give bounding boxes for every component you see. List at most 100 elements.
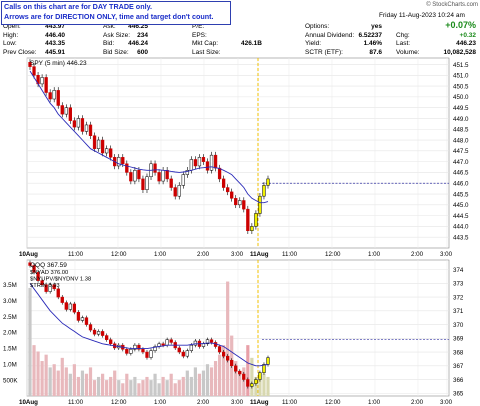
volume-bar [266, 376, 270, 396]
volume-bar [36, 351, 40, 396]
x-tick-label: 2:00 [411, 399, 424, 406]
volume-bar [113, 370, 117, 396]
y-tick-label: 445.0 [453, 202, 469, 209]
volume-bar [109, 376, 113, 396]
y-tick-label: 372 [453, 294, 464, 301]
volume-bar [121, 383, 125, 396]
candle-body [209, 339, 214, 343]
volume-bar [52, 364, 56, 396]
volume-bar [242, 367, 246, 396]
volume-bar [209, 367, 214, 396]
candle-body [68, 107, 72, 121]
volume-bar [258, 380, 262, 396]
candle-body [64, 107, 68, 115]
y-tick-label: 371 [453, 308, 464, 315]
candle-body [161, 170, 165, 182]
candle-body [76, 311, 81, 321]
x-tick-label: 11Aug [250, 399, 269, 406]
candle-body [32, 66, 36, 76]
volume-tick-label: 3.5M [3, 282, 17, 289]
y-tick-label: 451.0 [453, 73, 469, 80]
volume-bar [189, 376, 193, 396]
candle-body [129, 349, 133, 354]
volume-tick-label: 2.0M [3, 330, 17, 337]
candle-body [60, 296, 64, 303]
candle-body [226, 187, 230, 193]
y-tick-label: 366 [453, 377, 464, 384]
quote-label: Mkt Cap: [192, 40, 219, 47]
candle-body [197, 157, 202, 167]
y-tick-label: 370 [453, 322, 464, 329]
quote-label: Ask Size: [103, 31, 131, 39]
candle-body [72, 303, 77, 313]
candle-body [129, 172, 133, 182]
candle-body [242, 200, 246, 210]
quote-label: Last: [396, 40, 411, 47]
quote-label: Bid: [103, 40, 115, 47]
y-tick-label: 449.5 [453, 105, 469, 112]
volume-bar [68, 373, 72, 396]
x-tick-label: 2:00 [411, 251, 424, 258]
volume-bar [197, 373, 202, 396]
candle-body [258, 195, 262, 214]
candle-body [181, 351, 185, 357]
volume-bar [153, 373, 157, 396]
candle-body [250, 383, 254, 387]
brand-watermark: © StockCharts.com [426, 2, 478, 8]
candle-body [141, 178, 145, 190]
quote-label: Last Size: [192, 48, 221, 56]
x-tick-label: 10Aug [19, 399, 38, 406]
quote-label: Options: [305, 23, 330, 30]
chart-notice-box: Calls on this chart are for DAY TRADE on… [1, 1, 231, 25]
quote-label: EPS: [192, 31, 207, 39]
candle-body [205, 161, 210, 171]
candle-body [52, 284, 56, 290]
candle-body [193, 340, 198, 346]
candle-body [226, 355, 230, 361]
volume-bar [226, 281, 230, 396]
x-tick-label: 11:00 [282, 399, 298, 406]
candle-body [96, 139, 101, 149]
volume-bar [250, 357, 254, 396]
candle-body [44, 77, 48, 93]
volume-tick-label: 3.0M [3, 298, 17, 305]
quote-date: Friday 11-Aug-2023 10:24 am [379, 12, 465, 19]
volume-tick-label: 1.0M [3, 362, 17, 369]
volume-bar [28, 287, 32, 396]
candle-body [100, 331, 105, 336]
candle-body [254, 213, 258, 227]
notice-line-2: Arrows are for DIRECTION ONLY, time and … [4, 12, 214, 21]
quote-value: +0.32 [459, 31, 476, 39]
volume-bar [125, 373, 129, 396]
percent-change: +0.07% [445, 20, 476, 30]
candle-body [149, 350, 153, 358]
x-tick-label: 2:00 [197, 399, 210, 406]
candle-body [121, 157, 125, 165]
quote-value: 234 [137, 31, 148, 39]
candle-body [88, 124, 93, 136]
candle-body [28, 62, 32, 67]
quote-value: yes [371, 23, 382, 30]
candle-body [125, 163, 129, 173]
quote-value: 443.35 [45, 40, 65, 47]
candle-body [266, 357, 270, 365]
x-tick-label: 1:00 [154, 251, 167, 258]
candle-body [173, 187, 177, 197]
x-tick-label: 11Aug [250, 251, 269, 258]
candle-body [217, 346, 222, 353]
candle-body [72, 120, 77, 128]
candle-body [201, 157, 206, 162]
quote-value: 445.91 [45, 48, 65, 56]
candle-body [84, 317, 89, 325]
candle-body [153, 346, 157, 351]
volume-bar [157, 383, 161, 396]
x-tick-label: 3:00 [231, 251, 244, 258]
candle-body [36, 272, 40, 281]
candle-body [246, 379, 250, 387]
volume-bar [40, 361, 44, 396]
y-tick-label: 368 [453, 349, 464, 356]
volume-bar [149, 380, 153, 396]
candle-body [185, 350, 189, 357]
candle-body [250, 226, 254, 231]
volume-bar [173, 383, 177, 396]
